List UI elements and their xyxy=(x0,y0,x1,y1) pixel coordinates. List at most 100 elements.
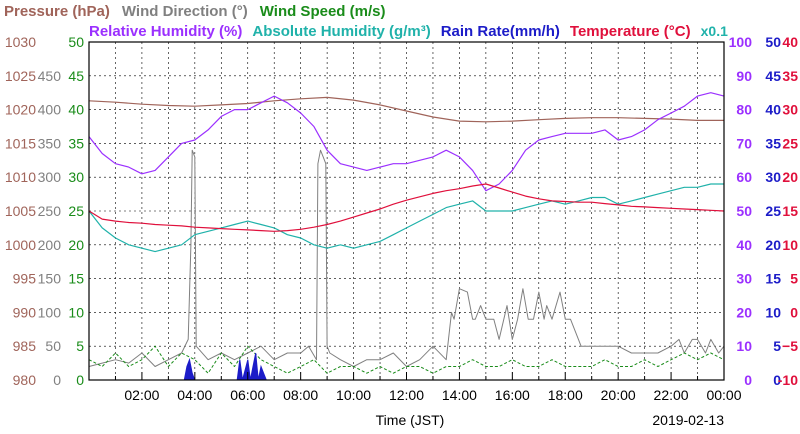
x-tick-label: 02:00 xyxy=(124,387,159,403)
x-axis-label: Time (JST) xyxy=(376,412,445,428)
x-tick-label: 14:00 xyxy=(442,387,477,403)
left-axis-tick: 990 xyxy=(13,304,37,320)
series-line-winddir xyxy=(88,149,725,367)
series-line-temp xyxy=(88,183,725,232)
legend-item: x0.1 xyxy=(701,23,728,39)
right-axis-tick: 10 xyxy=(765,304,781,320)
right-axis-tick: 70 xyxy=(736,135,752,151)
left-axis-tick: 50 xyxy=(68,34,84,50)
right-axis-tick: 0 xyxy=(773,372,781,388)
right-axis-tick: -10 xyxy=(778,372,798,388)
date-label: 2019-02-13 xyxy=(652,412,724,428)
left-axes: 9809859909951000100510101015102010251030… xyxy=(5,34,84,388)
left-axis-tick: 15 xyxy=(68,271,84,287)
left-axis-tick: 1010 xyxy=(5,169,36,185)
left-axis-tick: 10 xyxy=(68,304,84,320)
right-axis-tick: −5 xyxy=(782,338,798,354)
left-axis-tick: 1030 xyxy=(5,34,36,50)
legend: Pressure (hPa) Wind Direction (°) Wind Spe… xyxy=(4,3,728,40)
left-axis-tick: 100 xyxy=(38,304,62,320)
x-tick-label: 18:00 xyxy=(548,387,583,403)
right-axis-tick: 25 xyxy=(782,135,798,151)
right-axis-tick: 0 xyxy=(744,372,752,388)
right-axis-tick: 100 xyxy=(729,34,753,50)
right-axis-tick: 25 xyxy=(765,203,781,219)
right-axis-tick: 20 xyxy=(765,237,781,253)
x-axis: 02:00 04:00 06:00 08:00 10:00 12:00 14:00 16:00… xyxy=(88,372,742,403)
x-tick-label: 16:00 xyxy=(495,387,530,403)
right-axis-tick: 10 xyxy=(782,237,798,253)
left-axis-tick: 450 xyxy=(38,68,62,84)
right-axis-tick: 35 xyxy=(765,135,781,151)
x-tick-label: 08:00 xyxy=(283,387,318,403)
right-axis-tick: 5 xyxy=(773,338,781,354)
left-axis-tick: 985 xyxy=(13,338,37,354)
right-axis-tick: 0 xyxy=(790,304,798,320)
right-axis-tick: 15 xyxy=(765,271,781,287)
right-axis-tick: 30 xyxy=(782,102,798,118)
right-axis-tick: 50 xyxy=(765,34,781,50)
right-axis-tick: 30 xyxy=(765,169,781,185)
x-tick-label: 00:00 xyxy=(706,387,741,403)
right-axis-tick: 30 xyxy=(736,271,752,287)
left-axis-tick: 45 xyxy=(68,68,84,84)
legend-item: Wind Speed (m/s) xyxy=(260,3,386,20)
legend-item: Wind Direction (°) xyxy=(122,3,248,20)
left-axis-tick: 30 xyxy=(68,169,84,185)
x-tick-label: 04:00 xyxy=(177,387,212,403)
x-tick-label: 06:00 xyxy=(230,387,265,403)
left-axis-tick: 0 xyxy=(76,372,84,388)
legend-item: Temperature (°C) xyxy=(570,23,691,40)
left-axis-tick: 1020 xyxy=(5,102,36,118)
right-axis-tick: 80 xyxy=(736,102,752,118)
x-tick-label: 22:00 xyxy=(654,387,689,403)
left-axis-tick: 20 xyxy=(68,237,84,253)
series-line-rh xyxy=(88,92,725,192)
x-tick-label: 20:00 xyxy=(601,387,636,403)
left-axis-tick: 0 xyxy=(53,372,61,388)
grid xyxy=(89,42,724,380)
series-lines xyxy=(88,92,725,381)
x-tick-label: 10:00 xyxy=(336,387,371,403)
right-axis-tick: 20 xyxy=(736,304,752,320)
right-axis-tick: 40 xyxy=(765,102,781,118)
left-axis-tick: 200 xyxy=(38,237,62,253)
left-axis-tick: 1015 xyxy=(5,135,36,151)
left-axis-tick: 50 xyxy=(45,338,61,354)
series-line-pressure xyxy=(88,96,724,123)
left-axis-tick: 1005 xyxy=(5,203,36,219)
left-axis-tick: 5 xyxy=(76,338,84,354)
right-axis-tick: 15 xyxy=(782,203,798,219)
right-axis-tick: 10 xyxy=(736,338,752,354)
legend-item: Rain Rate(mm/h) xyxy=(441,23,560,40)
right-axis-tick: 45 xyxy=(765,68,781,84)
legend-item: Relative Humidity (%) xyxy=(89,23,242,40)
left-axis-tick: 995 xyxy=(13,271,37,287)
right-axis-tick: 40 xyxy=(736,237,752,253)
left-axis-tick: 250 xyxy=(38,203,62,219)
left-axis-tick: 400 xyxy=(38,102,62,118)
left-axis-tick: 300 xyxy=(38,169,62,185)
right-axis-tick: 20 xyxy=(782,169,798,185)
left-axis-tick: 350 xyxy=(38,135,62,151)
left-axis-tick: 1025 xyxy=(5,68,36,84)
left-axis-tick: 35 xyxy=(68,135,84,151)
right-axis-tick: 35 xyxy=(782,68,798,84)
legend-item: Pressure (hPa) xyxy=(4,3,110,20)
right-axes: 0102030405060708090100051015202530354045… xyxy=(729,34,799,388)
left-axis-tick: 150 xyxy=(38,271,62,287)
right-axis-tick: 50 xyxy=(736,203,752,219)
left-axis-tick: 40 xyxy=(68,102,84,118)
right-axis-tick: 40 xyxy=(782,34,798,50)
left-axis-tick: 25 xyxy=(68,203,84,219)
right-axis-tick: 90 xyxy=(736,68,752,84)
series-line-rain-rate xyxy=(183,352,268,381)
series-line-windspeed xyxy=(88,345,725,374)
right-axis-tick: 5 xyxy=(790,271,798,287)
legend-item: Absolute Humidity (g/m³) xyxy=(252,23,430,40)
left-axis-tick: 1000 xyxy=(5,237,36,253)
right-axis-tick: 60 xyxy=(736,169,752,185)
x-tick-label: 12:00 xyxy=(389,387,424,403)
left-axis-tick: 980 xyxy=(13,372,37,388)
